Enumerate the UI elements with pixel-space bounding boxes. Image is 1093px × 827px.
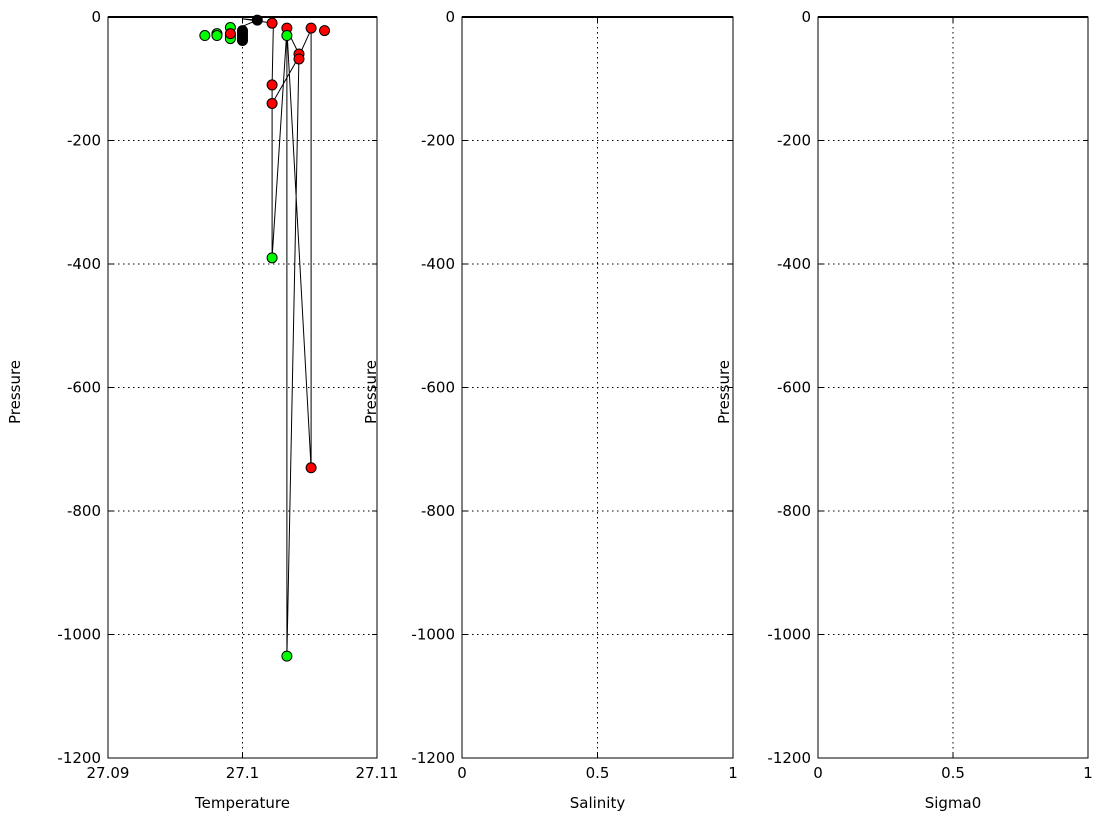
x-axis-title: Salinity	[570, 794, 626, 812]
x-tick-label: 1	[728, 764, 738, 782]
data-point-red	[224, 28, 236, 40]
y-tick-label: -200	[777, 132, 811, 150]
x-axis-title: Sigma0	[925, 794, 982, 812]
data-point-red	[319, 25, 331, 37]
data-point-red	[266, 79, 278, 91]
y-tick-label: -1200	[57, 749, 101, 767]
data-point-red	[305, 462, 317, 474]
data-point-green	[281, 30, 293, 42]
x-tick-label: 1	[1083, 764, 1093, 782]
data-point-green	[281, 650, 293, 662]
y-tick-label: -600	[421, 379, 455, 397]
y-axis-title: Pressure	[6, 360, 24, 424]
x-tick-label: 27.11	[356, 764, 399, 782]
x-tick-label: 27.09	[87, 764, 130, 782]
data-point-red	[266, 97, 278, 109]
y-tick-label: -800	[777, 502, 811, 520]
data-point-red	[293, 53, 305, 65]
y-tick-label: -1000	[57, 626, 101, 644]
y-tick-label: -1000	[767, 626, 811, 644]
y-tick-label: -1200	[411, 749, 455, 767]
x-axis-title: Temperature	[194, 794, 290, 812]
y-axis-title: Pressure	[362, 360, 380, 424]
y-tick-label: 0	[91, 8, 101, 26]
data-point-green	[266, 252, 278, 264]
y-tick-label: -1200	[767, 749, 811, 767]
y-tick-label: 0	[445, 8, 455, 26]
y-tick-label: -800	[421, 502, 455, 520]
y-axis-title: Pressure	[715, 360, 733, 424]
y-tick-label: 0	[801, 8, 811, 26]
y-tick-label: -200	[67, 132, 101, 150]
y-tick-label: -600	[777, 379, 811, 397]
x-tick-label: 0	[813, 764, 823, 782]
x-tick-label: 27.1	[226, 764, 259, 782]
data-point-red	[305, 22, 317, 34]
x-tick-label: 0.5	[941, 764, 965, 782]
y-tick-label: -800	[67, 502, 101, 520]
y-tick-label: -600	[67, 379, 101, 397]
y-tick-label: -200	[421, 132, 455, 150]
y-tick-label: -400	[777, 255, 811, 273]
data-point-green	[211, 30, 223, 42]
data-point-red	[266, 17, 278, 29]
y-tick-label: -400	[67, 255, 101, 273]
y-tick-label: -400	[421, 255, 455, 273]
data-point-black	[237, 34, 248, 46]
x-tick-label: 0	[457, 764, 467, 782]
x-tick-label: 0.5	[586, 764, 610, 782]
y-tick-label: -1000	[411, 626, 455, 644]
data-point-green	[199, 30, 211, 42]
